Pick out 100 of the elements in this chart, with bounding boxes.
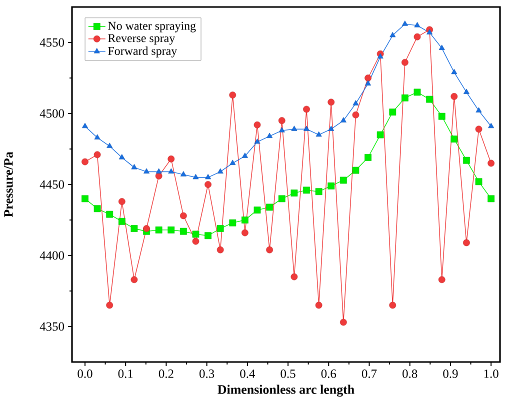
point [414,88,421,96]
point [316,131,322,137]
point [82,122,88,128]
point [402,20,408,26]
x-tick-label: 0.8 [402,370,418,378]
point [118,154,125,160]
point [390,32,396,38]
point [168,156,175,162]
point [315,302,322,309]
y-tick-label: 4500 [40,109,64,118]
point [488,195,495,202]
point [82,195,88,202]
point [278,117,286,124]
point [450,93,458,100]
point [475,126,482,133]
x-tick-label: 0.9 [443,370,458,378]
point [278,195,286,202]
point [438,44,445,50]
point [168,168,174,174]
point [463,88,470,94]
point [192,238,200,245]
point [216,225,224,232]
point [254,121,261,128]
point [340,117,346,122]
point [450,136,458,142]
point [155,226,162,234]
x-tick-label: 0.6 [321,370,336,378]
point [130,225,138,232]
point [426,96,433,103]
x-tick-label: 0.4 [240,370,256,378]
point [438,112,446,120]
point [229,219,236,226]
point [180,171,186,176]
x-tick-label: 1.0 [484,370,498,378]
point [475,178,482,186]
point [488,160,495,167]
x-tick-label: 0.0 [78,370,92,378]
point [131,164,138,170]
point [229,92,236,98]
point [242,216,248,224]
point [266,246,273,254]
point [266,204,273,211]
point [291,126,298,131]
point [94,205,101,212]
point [476,107,482,112]
y-axis-title: Pressure/Pa [4,152,13,218]
point [242,152,248,158]
point [204,232,212,240]
point [94,151,101,158]
point [376,131,384,138]
point [451,68,458,74]
point [414,33,421,40]
point [389,108,396,116]
point [143,225,150,232]
point [242,229,248,236]
point [204,181,212,188]
point [303,106,310,113]
y-tick-label: 4350 [40,322,64,331]
point [352,100,359,106]
legend-label: No water spraying [108,22,196,32]
point [155,172,162,180]
point [328,98,335,106]
y-tick-label: 4400 [40,251,64,260]
x-tick-label: 0.1 [118,370,133,378]
point [144,168,150,174]
point [304,126,310,131]
point [340,318,347,326]
point [254,138,260,144]
point [118,218,126,225]
x-tick-label: 0.5 [280,370,296,378]
point [290,273,298,280]
x-tick-label: 0.7 [362,370,377,378]
point [82,158,88,166]
point [389,302,396,309]
point [156,168,162,174]
point [180,228,187,235]
point [364,74,372,82]
point [352,166,360,174]
legend-label: Reverse spray [108,34,176,45]
point [365,80,372,86]
point [340,176,347,184]
x-tick-label: 0.2 [158,370,174,378]
point [315,188,322,196]
point [438,276,446,284]
point [402,58,408,66]
point [254,206,261,214]
point [488,122,494,128]
point [106,302,114,309]
point [426,29,433,34]
point [106,142,113,148]
point [118,198,126,205]
point [290,190,298,196]
point [328,182,335,190]
point [192,230,200,238]
point [377,53,384,58]
point [463,156,470,164]
x-axis-title: Dimensionless arc length [218,384,354,397]
point [180,212,187,220]
legend-label: Forward spray [108,46,178,58]
point [168,226,175,234]
